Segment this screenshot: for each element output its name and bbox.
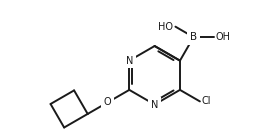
Text: N: N (126, 56, 133, 66)
Text: HO: HO (158, 22, 173, 32)
Text: N: N (151, 99, 158, 110)
Text: B: B (190, 32, 197, 42)
Text: O: O (104, 97, 111, 107)
Text: OH: OH (216, 32, 230, 42)
Text: Cl: Cl (202, 96, 211, 106)
